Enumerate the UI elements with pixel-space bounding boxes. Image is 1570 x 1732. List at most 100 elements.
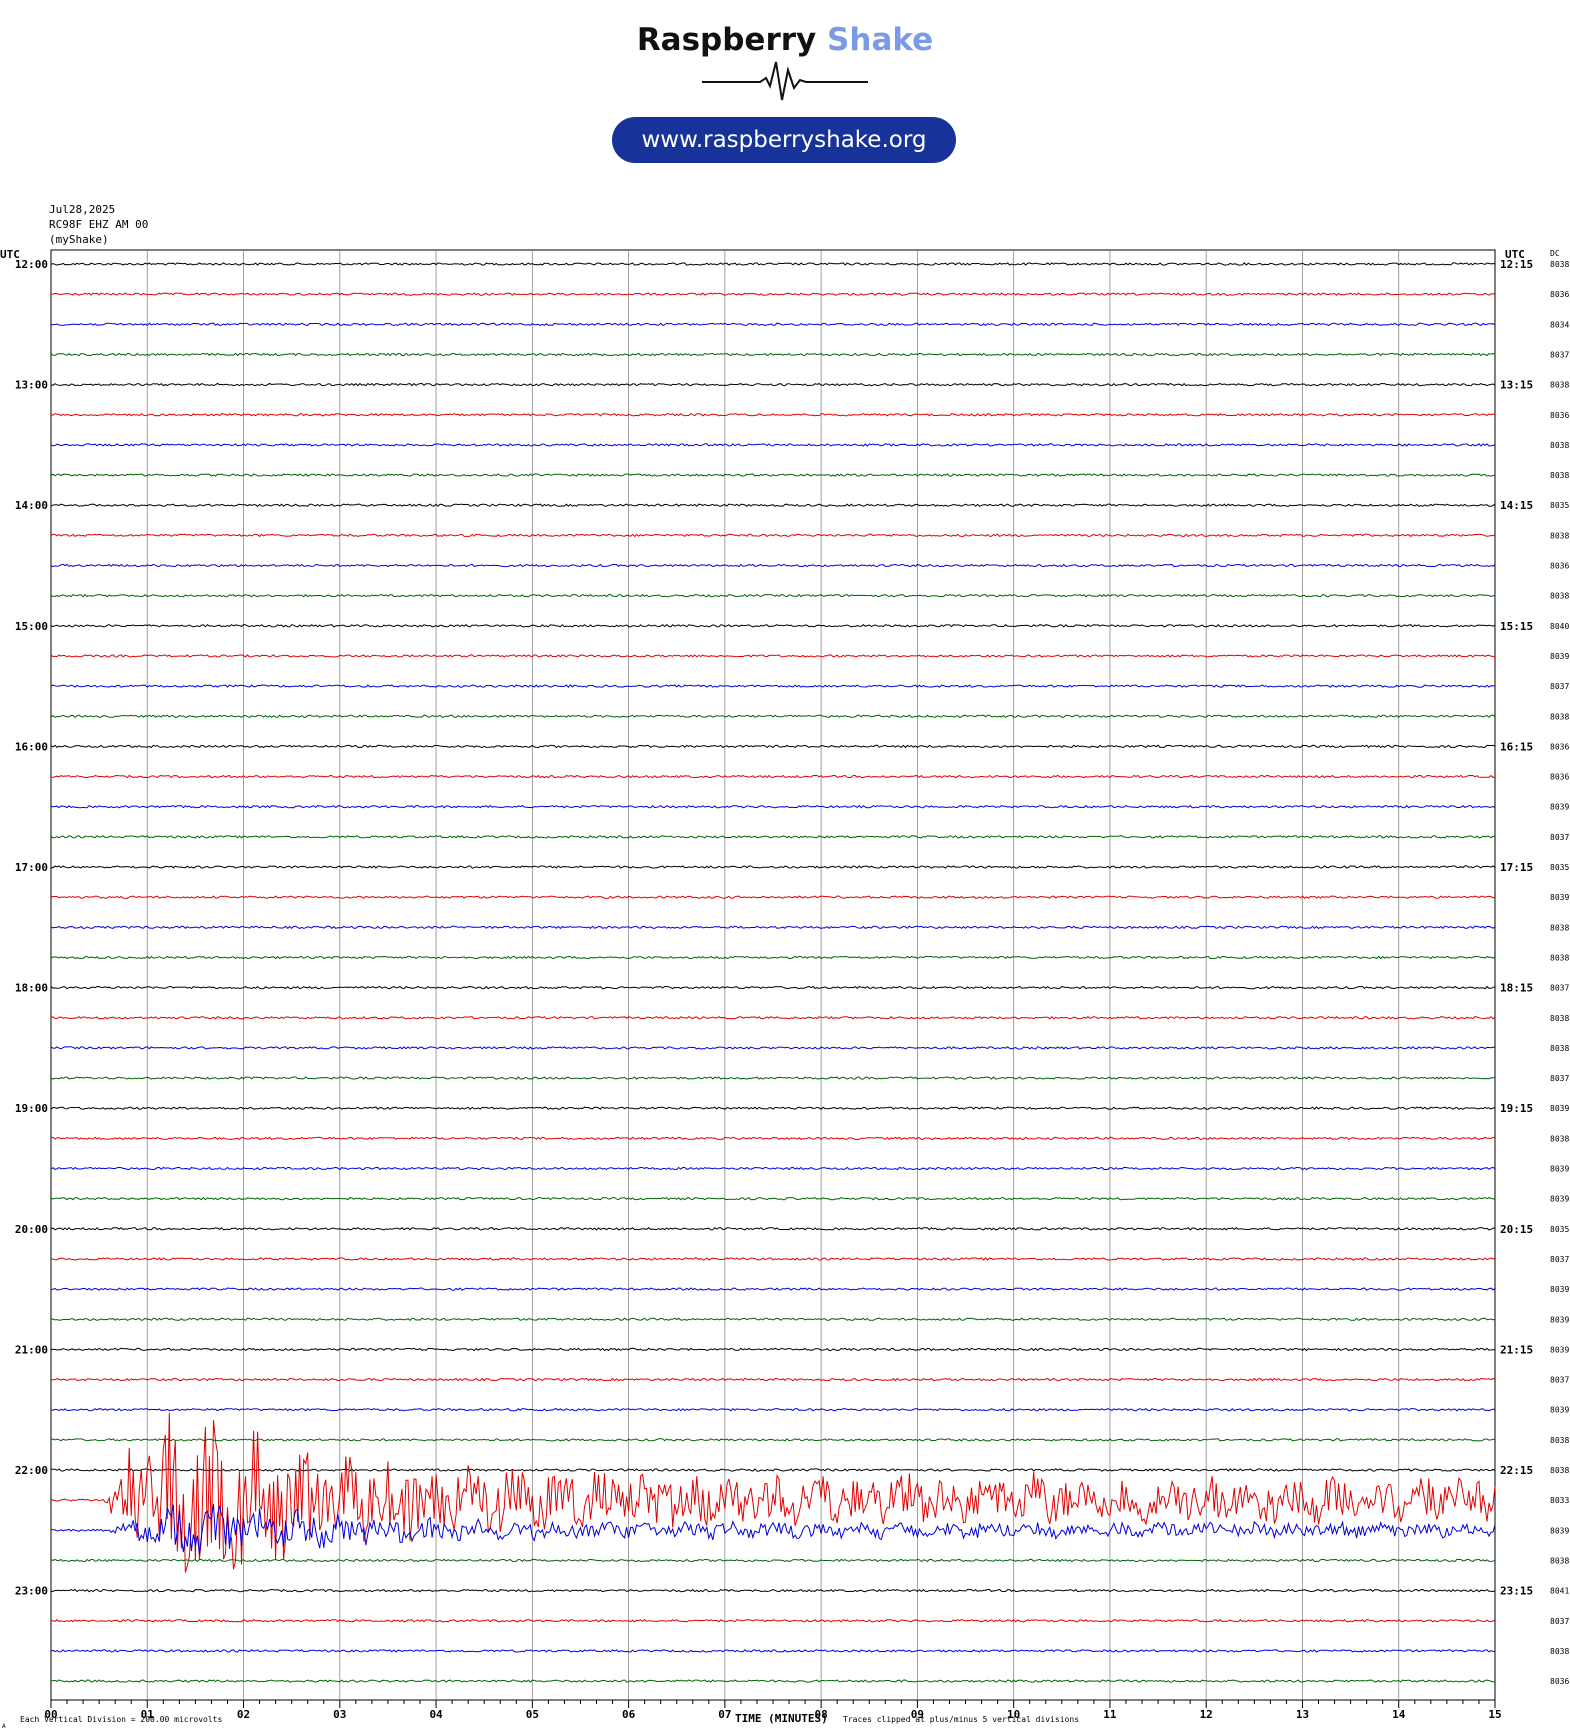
dc-offset-value: 8037 — [1550, 350, 1569, 359]
dc-offset-value: 8034 — [1550, 320, 1569, 329]
dc-offset-value: 8038 — [1550, 1044, 1569, 1053]
trace-rows — [50, 262, 1496, 1683]
dc-offset-value: 8038 — [1550, 1014, 1569, 1023]
trace-line — [50, 443, 1496, 447]
plot-labels: 00 01 02 03 04 05 06 07 08 09 10 11 12 13 14 15 8038 8036… — [15, 258, 1570, 1721]
header-station: RC98F EHZ AM 00 — [49, 218, 149, 231]
seismograph-wave-icon — [702, 61, 868, 101]
trace-line — [50, 413, 1496, 417]
dc-offset-value: 8039 — [1550, 1195, 1569, 1204]
brand-part1: Raspberry — [636, 22, 817, 58]
trace-line — [50, 804, 1496, 809]
hour-label-left: 13:00 — [15, 379, 48, 392]
dc-offset-value: 8038 — [1550, 471, 1569, 480]
trace-line — [50, 1412, 1496, 1573]
trace-line — [50, 533, 1496, 538]
dc-offset-value: 8038 — [1550, 441, 1569, 450]
utc-right-label: UTC — [1505, 248, 1525, 261]
plot-grid — [50, 249, 1496, 1708]
dc-offset-value: 8035 — [1550, 863, 1569, 872]
x-tick-label: 05 — [526, 1708, 539, 1721]
trace-line — [51, 1619, 1496, 1623]
hour-label-right: 23:15 — [1500, 1585, 1533, 1598]
trace-line — [50, 1679, 1496, 1683]
x-tick-label: 12 — [1200, 1708, 1213, 1721]
scale-note: Each Vertical Division = 200.00 microvol… — [20, 1715, 222, 1724]
x-axis-title: TIME (MINUTES) — [735, 1712, 828, 1725]
x-tick-label: 11 — [1103, 1708, 1117, 1721]
dc-offset-value: 8038 — [1550, 1436, 1569, 1445]
hour-label-left: 16:00 — [15, 740, 48, 753]
dc-offset-value: 8038 — [1550, 1134, 1569, 1143]
dc-offset-value: 8038 — [1550, 592, 1569, 601]
dc-offset-value: 8041 — [1550, 1587, 1569, 1596]
dc-offset-value: 8039 — [1550, 1104, 1569, 1113]
trace-line — [50, 473, 1496, 477]
trace-line — [50, 1166, 1496, 1171]
x-tick-label: 14 — [1392, 1708, 1406, 1721]
x-tick-label: 01 — [141, 1708, 155, 1721]
dc-offset-value: 8038 — [1550, 1466, 1569, 1475]
trace-line — [50, 1227, 1495, 1231]
dc-offset-value: 8038 — [1550, 531, 1569, 540]
hour-label-left: 20:00 — [15, 1223, 48, 1236]
trace-line — [50, 352, 1496, 357]
utc-left-label: UTC — [0, 248, 20, 261]
dc-offset-value: 8033 — [1550, 1496, 1569, 1505]
hour-label-left: 21:00 — [15, 1343, 48, 1356]
trace-line — [51, 1257, 1496, 1261]
dc-offset-value: 8039 — [1550, 1285, 1569, 1294]
trace-line — [50, 925, 1496, 930]
x-tick-label: 07 — [718, 1708, 731, 1721]
x-tick-label: 10 — [1007, 1708, 1020, 1721]
trace-line — [50, 292, 1496, 296]
trace-line — [50, 895, 1496, 899]
trace-line — [50, 1649, 1496, 1653]
hour-label-left: 15:00 — [15, 620, 48, 633]
dc-offset-value: 8038 — [1550, 260, 1569, 269]
hour-label-right: 19:15 — [1500, 1102, 1533, 1115]
x-tick-label: 13 — [1296, 1708, 1309, 1721]
dc-offset-value: 8038 — [1550, 953, 1569, 962]
hour-label-left: 19:00 — [15, 1102, 48, 1115]
dc-offset-value: 8037 — [1550, 1617, 1569, 1626]
brand-part2: Shake — [827, 22, 934, 58]
trace-line — [50, 654, 1496, 658]
dc-offset-value: 8036 — [1550, 742, 1569, 751]
header-date: Jul28,2025 — [49, 203, 116, 216]
x-tick-label: 02 — [237, 1708, 250, 1721]
hour-label-left: 17:00 — [15, 861, 48, 874]
trace-line — [50, 1407, 1496, 1412]
dc-offset-value: 8036 — [1550, 773, 1569, 782]
hour-label-right: 17:15 — [1500, 861, 1533, 874]
dc-offset-value: 8036 — [1550, 290, 1569, 299]
trace-line — [50, 714, 1496, 718]
trace-line — [50, 684, 1496, 688]
dc-header-label: DC — [1550, 249, 1560, 258]
dc-offset-value: 8039 — [1550, 893, 1569, 902]
trace-line — [50, 623, 1496, 628]
dc-offset-value: 8036 — [1550, 411, 1569, 420]
trace-line — [50, 503, 1496, 507]
dc-offset-value: 8035 — [1550, 1225, 1569, 1234]
x-tick-label: 09 — [911, 1708, 924, 1721]
dc-offset-value: 8035 — [1550, 501, 1569, 510]
trace-line — [50, 985, 1496, 990]
dc-offset-value: 8039 — [1550, 1345, 1569, 1354]
trace-line — [51, 1438, 1496, 1442]
hour-label-right: 14:15 — [1500, 499, 1533, 512]
logo-title: Raspberry Shake — [0, 22, 1570, 58]
trace-line — [51, 1504, 1496, 1555]
x-tick-label: 06 — [622, 1708, 636, 1721]
trace-line — [50, 774, 1496, 779]
hour-label-left: 18:00 — [15, 982, 48, 995]
x-tick-label: 03 — [333, 1708, 346, 1721]
trace-line — [50, 1377, 1496, 1382]
plot-frame — [50, 249, 1496, 1701]
website-url-link[interactable]: www.raspberryshake.org — [612, 117, 956, 163]
trace-line — [50, 1468, 1496, 1472]
hour-label-right: 22:15 — [1500, 1464, 1533, 1477]
hour-label-right: 21:15 — [1500, 1343, 1533, 1356]
header-network: (myShake) — [49, 233, 109, 246]
